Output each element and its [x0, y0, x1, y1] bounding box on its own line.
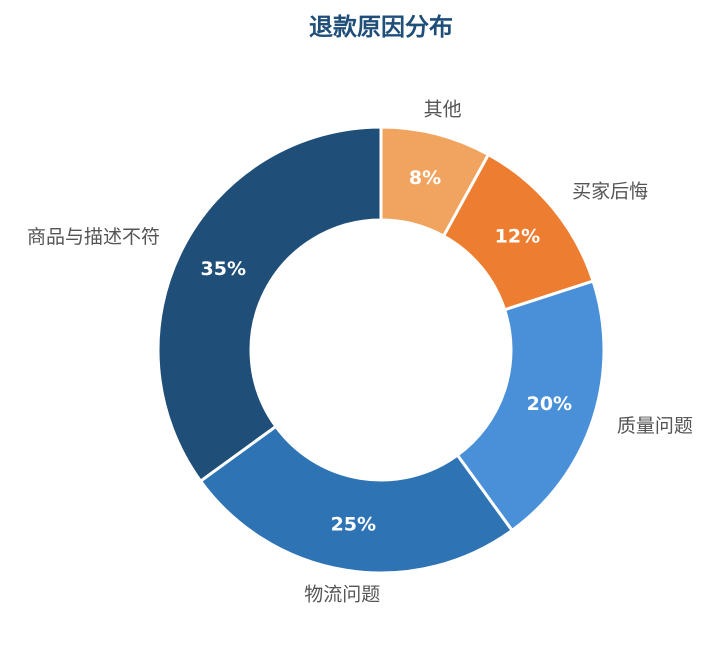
- value-label: 25%: [331, 513, 376, 535]
- category-label: 物流问题: [304, 583, 380, 605]
- category-label: 商品与描述不符: [27, 226, 160, 248]
- value-label: 35%: [201, 258, 246, 280]
- category-label: 其他: [424, 98, 462, 120]
- donut-slice: [455, 279, 606, 533]
- category-label: 质量问题: [617, 415, 693, 437]
- value-label: 8%: [409, 167, 441, 189]
- category-label: 买家后悔: [572, 180, 648, 202]
- chart-title: 退款原因分布: [309, 13, 453, 41]
- donut-slice: [156, 125, 383, 484]
- value-label: 12%: [495, 226, 540, 248]
- value-label: 20%: [527, 393, 572, 415]
- donut-slice: [198, 424, 515, 575]
